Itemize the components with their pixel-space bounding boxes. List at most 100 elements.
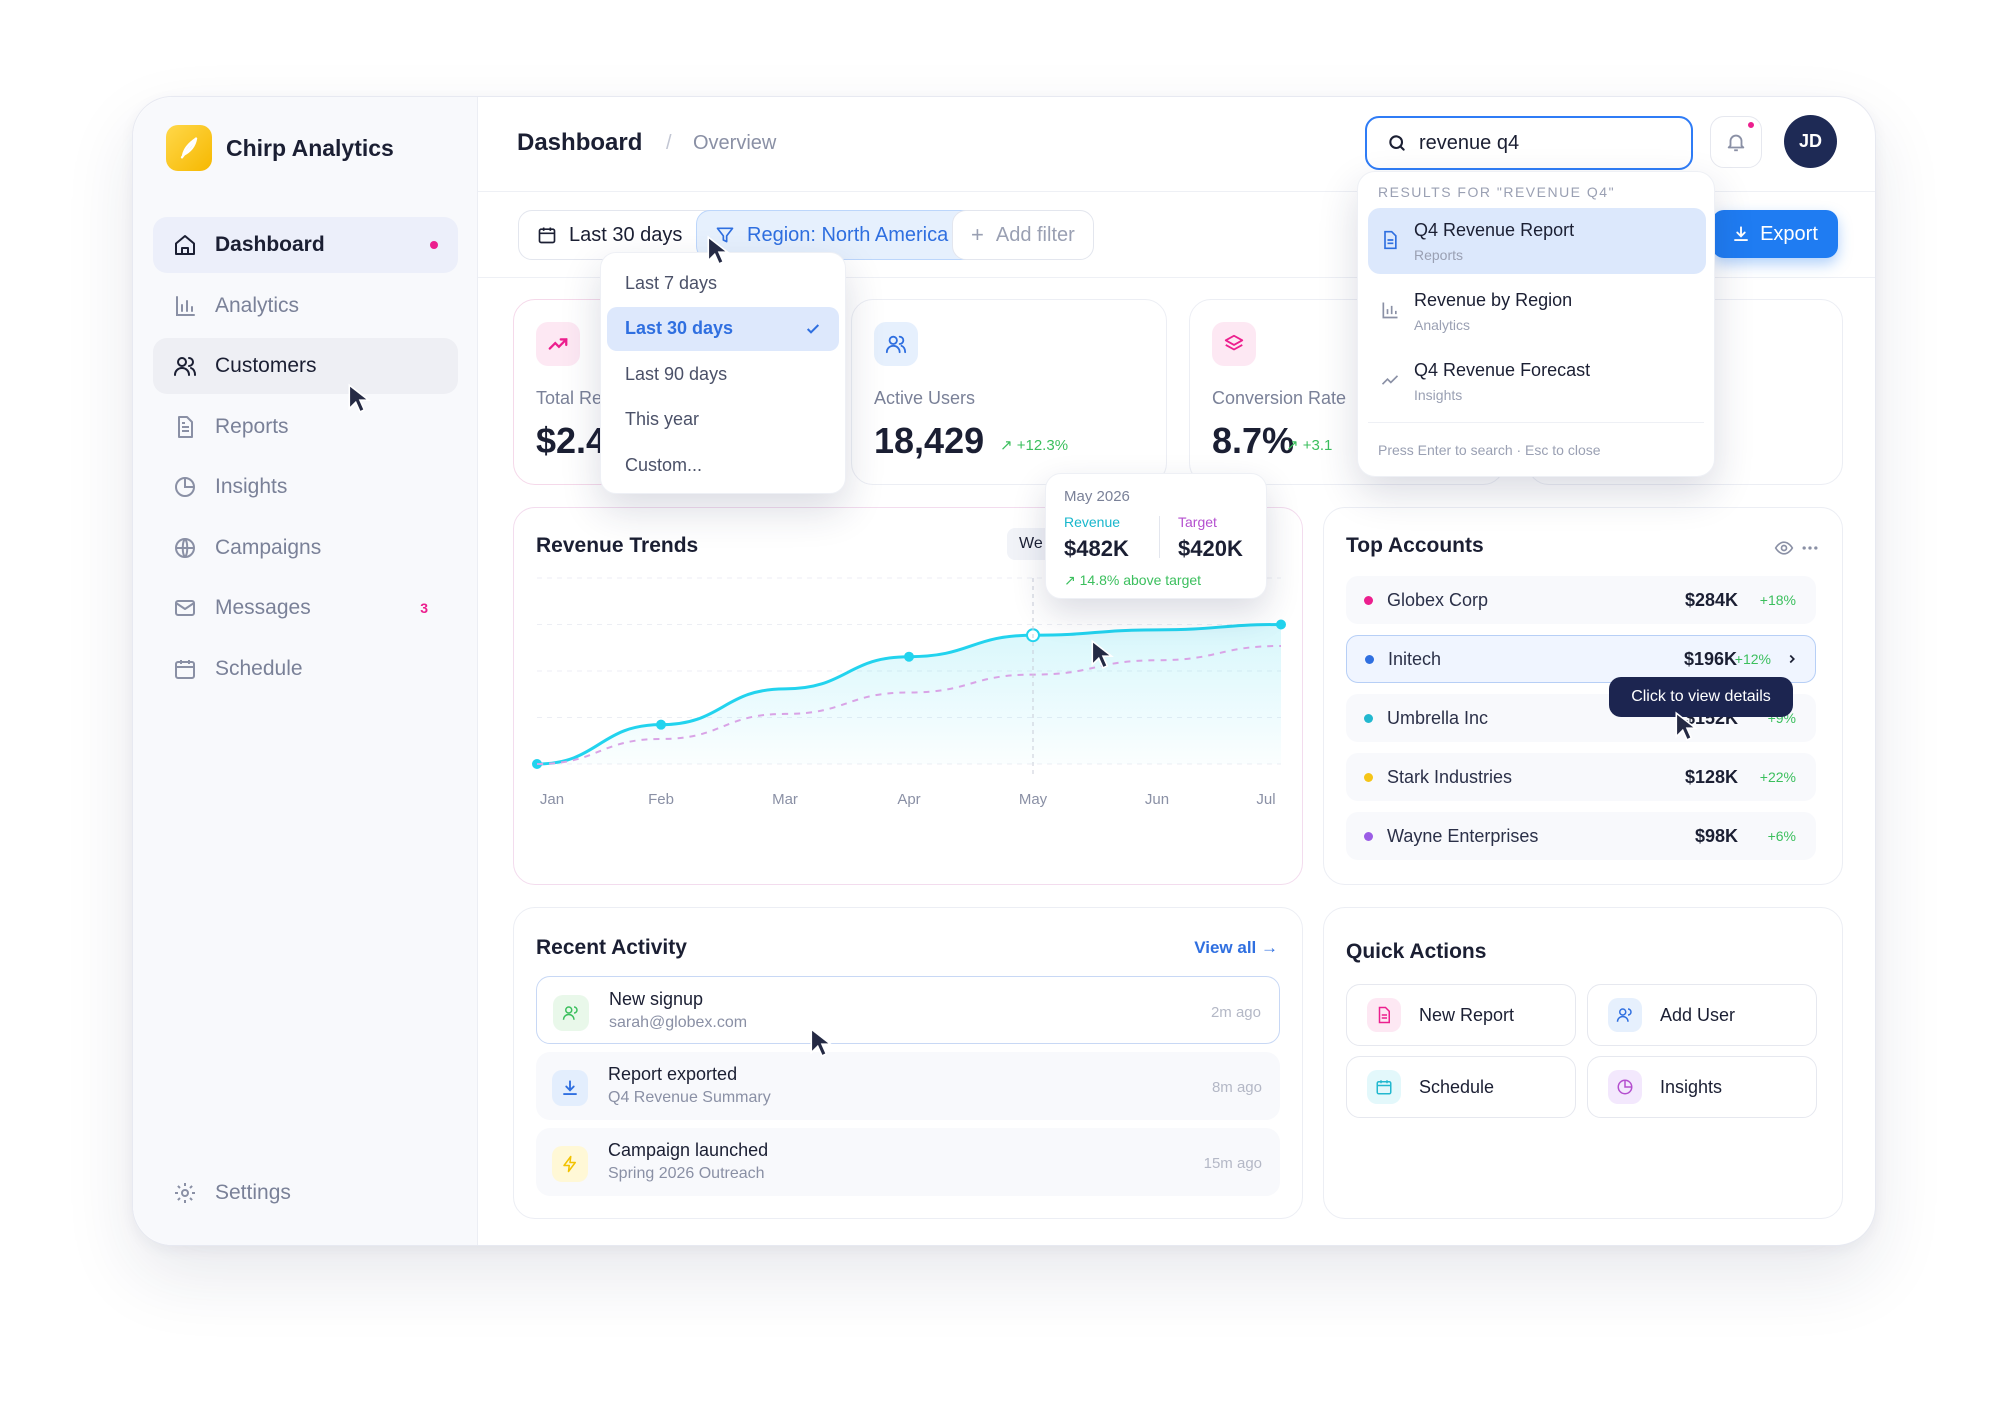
button-label: Schedule	[1419, 1076, 1495, 1097]
account-name: Globex Corp	[1387, 589, 1489, 610]
sidebar-item-label: Insights	[215, 475, 288, 498]
kpi-change: ↗ +3.1	[1286, 437, 1333, 454]
menu-item-last-30-days[interactable]: Last 30 days	[607, 306, 839, 351]
search-result-item[interactable]: Q4 Revenue Report Reports	[1368, 208, 1706, 274]
notification-dot	[1746, 120, 1756, 130]
filter-bar: Last 30 days Region: North America × + A…	[478, 192, 1875, 278]
activity-subtitle: Spring 2026 Outreach	[608, 1165, 765, 1182]
bar-chart-icon	[1382, 302, 1398, 319]
download-icon	[1734, 226, 1749, 241]
chart-tooltip: May 2026 Revenue Target $482K $420K ↗ 14…	[1045, 473, 1267, 599]
activity-title: Campaign launched	[608, 1140, 769, 1160]
tooltip-target-value: $420K	[1178, 536, 1243, 561]
sidebar-item-customers[interactable]: Customers	[153, 338, 458, 394]
cursor-icon	[1091, 639, 1114, 669]
activity-subtitle: sarah@globex.com	[609, 1014, 748, 1031]
sidebar-item-schedule[interactable]: Schedule	[153, 641, 458, 697]
notification-dot	[430, 241, 438, 249]
search-icon	[1389, 135, 1405, 151]
document-icon	[1367, 998, 1401, 1032]
account-name: Initech	[1388, 648, 1442, 669]
data-point[interactable]	[904, 651, 914, 662]
view-all-link[interactable]: View all →	[1194, 938, 1278, 957]
menu-item-custom[interactable]: Custom...	[625, 454, 703, 475]
menu-item-this-year[interactable]: This year	[625, 409, 700, 430]
search-result-item[interactable]: Revenue by Region Analytics	[1368, 278, 1706, 344]
sidebar-item-analytics[interactable]: Analytics	[153, 278, 458, 334]
top-bar: Dashboard / Overview	[478, 97, 1875, 192]
add-user-button[interactable]: Add User	[1587, 984, 1817, 1046]
document-icon	[178, 415, 193, 438]
account-row-globex[interactable]: Globex Corp $284K +18%	[1346, 576, 1816, 624]
search-box[interactable]	[1365, 116, 1693, 170]
cursor-icon	[810, 1027, 833, 1057]
account-change: +12%	[1734, 651, 1771, 667]
add-filter-button[interactable]: + Add filter	[952, 210, 1094, 260]
x-tick-label: Feb	[648, 791, 674, 808]
notifications-button[interactable]	[1710, 116, 1762, 168]
card-title: Recent Activity	[536, 936, 687, 959]
x-tick-label: May	[1019, 791, 1048, 808]
account-color-dot	[1364, 595, 1373, 605]
breadcrumb-separator: /	[666, 132, 672, 154]
card-title: Quick Actions	[1346, 940, 1487, 963]
account-row-wayne[interactable]: Wayne Enterprises $98K +6%	[1346, 812, 1816, 860]
calendar-icon	[175, 659, 195, 679]
sidebar-item-label: Analytics	[215, 293, 300, 317]
tooltip-note: ↗ 14.8% above target	[1064, 572, 1202, 588]
cursor-icon	[707, 235, 730, 265]
data-point[interactable]	[1276, 619, 1286, 630]
sidebar-item-label: Dashboard	[215, 233, 325, 256]
sidebar-item-reports[interactable]: Reports	[153, 399, 458, 455]
search-input[interactable]	[1419, 131, 1659, 155]
account-change: +18%	[1759, 592, 1796, 608]
sidebar-item-dashboard[interactable]: Dashboard	[153, 217, 458, 273]
breadcrumb-overview[interactable]: Overview	[693, 132, 777, 154]
divider	[1159, 516, 1160, 558]
insights-button[interactable]: Insights	[1587, 1056, 1817, 1118]
activity-row[interactable]: New signup sarah@globex.com 2m ago	[536, 976, 1280, 1044]
activity-title: Report exported	[608, 1064, 738, 1084]
data-point[interactable]	[656, 719, 666, 730]
new-report-button[interactable]: New Report	[1346, 984, 1576, 1046]
filter-icon	[716, 227, 734, 243]
bell-icon	[1727, 134, 1745, 152]
account-value: $98K	[1694, 825, 1738, 846]
account-row-stark[interactable]: Stark Industries $128K +22%	[1346, 753, 1816, 801]
avatar[interactable]: JD	[1784, 115, 1837, 168]
kpi-change: ↗ +12.3%	[1000, 437, 1069, 454]
sidebar-item-settings[interactable]: Settings	[173, 1181, 291, 1205]
search-result-item[interactable]: Q4 Revenue Forecast Insights	[1368, 348, 1706, 414]
result-title: Q4 Revenue Report	[1414, 220, 1575, 240]
activity-time: 15m ago	[1203, 1155, 1262, 1172]
app-name: Chirp Analytics	[226, 134, 394, 161]
menu-item-last-7-days[interactable]: Last 7 days	[625, 272, 718, 293]
sidebar-item-insights[interactable]: Insights	[153, 459, 458, 515]
tooltip-target-label: Target	[1178, 514, 1217, 530]
home-icon	[175, 235, 195, 255]
account-row-initech[interactable]: Initech $196K +12%	[1346, 635, 1816, 683]
activity-row[interactable]: Campaign launched Spring 2026 Outreach 1…	[536, 1128, 1280, 1196]
result-category: Analytics	[1414, 317, 1471, 333]
menu-item-last-90-days[interactable]: Last 90 days	[625, 363, 728, 384]
sidebar-item-campaigns[interactable]: Campaigns	[153, 520, 458, 576]
kpi-card-active-users[interactable]: Active Users 18,429 ↗ +12.3%	[851, 299, 1167, 485]
region-filter-chip[interactable]: Region: North America ×	[696, 210, 1000, 260]
sidebar-item-messages[interactable]: Messages 3	[153, 580, 458, 636]
eye-icon[interactable]	[1774, 538, 1794, 558]
result-title: Revenue by Region	[1414, 290, 1573, 310]
activity-row[interactable]: Report exported Q4 Revenue Summary 8m ag…	[536, 1052, 1280, 1120]
globe-icon	[175, 537, 195, 558]
schedule-button[interactable]: Schedule	[1346, 1056, 1576, 1118]
trending-up-icon	[536, 322, 580, 366]
export-button[interactable]: Export	[1712, 210, 1838, 258]
page-title: Dashboard	[517, 129, 643, 156]
check-icon	[806, 323, 820, 334]
brand[interactable]: Chirp Analytics	[166, 125, 394, 171]
more-icon[interactable]	[1800, 538, 1820, 558]
account-change: +22%	[1759, 769, 1796, 785]
document-icon	[1384, 230, 1397, 250]
revenue-chart: Jan Feb Mar Apr May Jun Jul	[532, 577, 1286, 808]
plus-icon: +	[971, 222, 984, 247]
add-filter-label: Add filter	[995, 223, 1075, 246]
